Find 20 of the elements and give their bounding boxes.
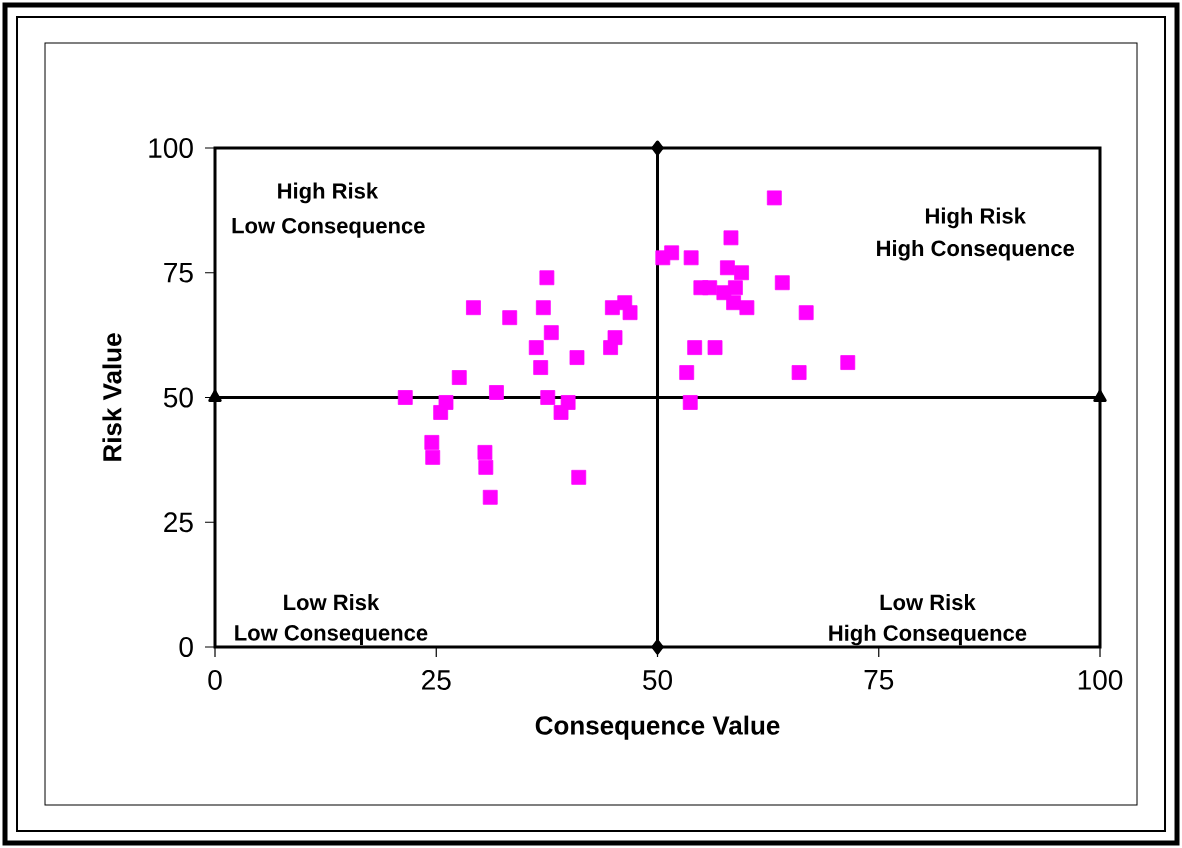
y-tick-label: 100 <box>149 138 193 158</box>
annotation: High Risk <box>278 182 379 204</box>
y-tick-label: 50 <box>163 387 193 408</box>
y-tick-label: 75 <box>164 262 193 283</box>
annotation: Low Consequence <box>235 625 428 645</box>
x-tick-label: 75 <box>864 670 894 690</box>
y-axis-title: Risk Value <box>102 333 122 461</box>
annotation: Low Consequence <box>232 217 425 238</box>
x-axis-title: Consequence Value <box>535 715 780 740</box>
y-tick-label: 25 <box>164 512 193 533</box>
annotation: High Consequence <box>829 624 1027 646</box>
x-tick-label: 25 <box>422 670 451 690</box>
x-tick-label: 50 <box>643 670 672 690</box>
y-tick-label: 0 <box>179 637 193 657</box>
annotation: High Consequence <box>877 240 1075 261</box>
annotation: High Risk <box>925 207 1026 229</box>
annotation: Low Risk <box>284 594 380 611</box>
x-tick-label: 0 <box>208 670 222 690</box>
annotation: Low Risk <box>880 594 976 611</box>
x-tick-label: 100 <box>1078 670 1123 690</box>
